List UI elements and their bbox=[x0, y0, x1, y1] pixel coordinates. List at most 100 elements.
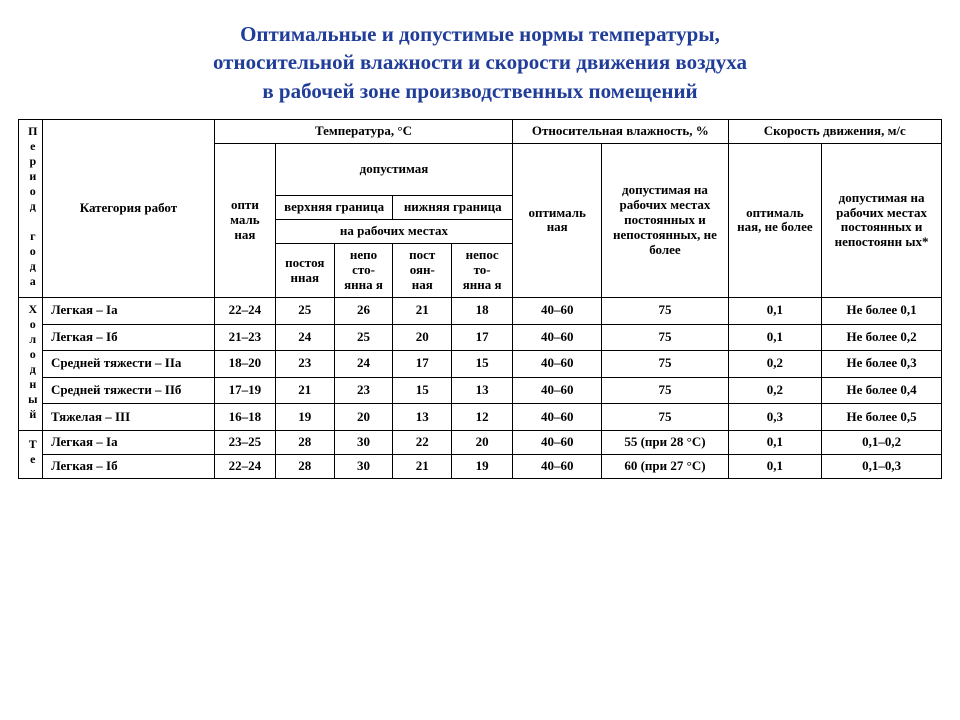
table-row: Тяжелая – III16–181920131240–60750,3Не б… bbox=[19, 404, 942, 431]
table-cell: 0,1 bbox=[728, 324, 822, 351]
table-cell: 19 bbox=[275, 404, 334, 431]
table-cell: Средней тяжести – ІІа bbox=[42, 351, 214, 378]
table-cell: Не более 0,2 bbox=[822, 324, 942, 351]
col-hum-allow: допустимая на рабочих местах постоянных … bbox=[602, 143, 728, 297]
table-cell: Легкая – Іа bbox=[42, 297, 214, 324]
table-cell: 25 bbox=[275, 297, 334, 324]
col-category: Категория работ bbox=[42, 120, 214, 298]
col-temp: Температура, °С bbox=[214, 120, 512, 144]
col-speed: Скорость движения, м/с bbox=[728, 120, 941, 144]
col-lower: нижняя граница bbox=[393, 196, 513, 220]
table-cell: 40–60 bbox=[513, 351, 602, 378]
table-cell: 13 bbox=[393, 404, 452, 431]
table-cell: 75 bbox=[602, 324, 728, 351]
col-humidity: Относительная влажность, % bbox=[513, 120, 729, 144]
table-cell: 55 (при 28 °С) bbox=[602, 430, 728, 454]
col-period: Период года bbox=[25, 124, 39, 289]
table-cell: 15 bbox=[393, 377, 452, 404]
table-cell: 40–60 bbox=[513, 454, 602, 478]
table-cell: 75 bbox=[602, 351, 728, 378]
table-cell: Легкая – Іб bbox=[42, 454, 214, 478]
table-row: Легкая – Іб22–242830211940–6060 (при 27 … bbox=[19, 454, 942, 478]
table-body: ХолодныйЛегкая – Іа22–242526211840–60750… bbox=[19, 297, 942, 478]
table-cell: 40–60 bbox=[513, 297, 602, 324]
table-cell: 0,1–0,3 bbox=[822, 454, 942, 478]
table-cell: 0,1 bbox=[728, 454, 822, 478]
col-workplace: на рабочих местах bbox=[275, 220, 512, 244]
col-const2: пост оян- ная bbox=[393, 244, 452, 298]
col-const: постоя нная bbox=[275, 244, 334, 298]
table-cell: 22–24 bbox=[214, 297, 275, 324]
table-cell: 0,3 bbox=[728, 404, 822, 431]
table-cell: 20 bbox=[393, 324, 452, 351]
table-cell: 23 bbox=[275, 351, 334, 378]
table-cell: Средней тяжести – ІІб bbox=[42, 377, 214, 404]
title-line-2: относительной влажности и скорости движе… bbox=[213, 50, 747, 74]
table-cell: 21 bbox=[275, 377, 334, 404]
table-cell: 0,2 bbox=[728, 377, 822, 404]
table-cell: 19 bbox=[452, 454, 513, 478]
table-cell: Легкая – Іа bbox=[42, 430, 214, 454]
table-cell: 13 bbox=[452, 377, 513, 404]
table-cell: 40–60 bbox=[513, 377, 602, 404]
table-head: Период года Категория работ Температура,… bbox=[19, 120, 942, 298]
table-cell: Не более 0,5 bbox=[822, 404, 942, 431]
title-line-1: Оптимальные и допустимые нормы температу… bbox=[240, 22, 720, 46]
table-cell: 21 bbox=[393, 454, 452, 478]
table-cell: 30 bbox=[334, 430, 393, 454]
table-cell: 25 bbox=[334, 324, 393, 351]
page-title: Оптимальные и допустимые нормы температу… bbox=[18, 20, 942, 105]
table-cell: 75 bbox=[602, 404, 728, 431]
table-cell: 24 bbox=[334, 351, 393, 378]
table-row: Средней тяжести – ІІа18–202324171540–607… bbox=[19, 351, 942, 378]
table-cell: 24 bbox=[275, 324, 334, 351]
table-cell: 20 bbox=[452, 430, 513, 454]
table-cell: 21–23 bbox=[214, 324, 275, 351]
table-cell: 20 bbox=[334, 404, 393, 431]
table-cell: 30 bbox=[334, 454, 393, 478]
table-cell: 0,1 bbox=[728, 430, 822, 454]
table-cell: 60 (при 27 °С) bbox=[602, 454, 728, 478]
table-cell: 22 bbox=[393, 430, 452, 454]
table-cell: 28 bbox=[275, 454, 334, 478]
table-cell: 26 bbox=[334, 297, 393, 324]
table-row: Средней тяжести – ІІб17–192123151340–607… bbox=[19, 377, 942, 404]
table-cell: 0,1 bbox=[728, 297, 822, 324]
table-cell: 12 bbox=[452, 404, 513, 431]
table-cell: 40–60 bbox=[513, 404, 602, 431]
table-cell: 28 bbox=[275, 430, 334, 454]
table-row: ТеЛегкая – Іа23–252830222040–6055 (при 2… bbox=[19, 430, 942, 454]
table-cell: 0,1–0,2 bbox=[822, 430, 942, 454]
table-cell: Не более 0,4 bbox=[822, 377, 942, 404]
col-temp-opt: опти маль ная bbox=[214, 143, 275, 297]
table-cell: 22–24 bbox=[214, 454, 275, 478]
period-cell: Те bbox=[19, 430, 43, 478]
table-cell: Легкая – Іб bbox=[42, 324, 214, 351]
table-cell: 16–18 bbox=[214, 404, 275, 431]
table-cell: 0,2 bbox=[728, 351, 822, 378]
period-cell: Холодный bbox=[19, 297, 43, 430]
table-cell: 18 bbox=[452, 297, 513, 324]
col-upper: верхняя граница bbox=[275, 196, 393, 220]
table-cell: 23–25 bbox=[214, 430, 275, 454]
col-temp-allow: допустимая bbox=[275, 143, 512, 195]
table-cell: 23 bbox=[334, 377, 393, 404]
table-cell: 75 bbox=[602, 377, 728, 404]
table-cell: 75 bbox=[602, 297, 728, 324]
table-cell: 40–60 bbox=[513, 324, 602, 351]
table-cell: 18–20 bbox=[214, 351, 275, 378]
col-hum-opt: оптималь ная bbox=[513, 143, 602, 297]
table-cell: 17 bbox=[452, 324, 513, 351]
table-cell: 15 bbox=[452, 351, 513, 378]
table-row: ХолодныйЛегкая – Іа22–242526211840–60750… bbox=[19, 297, 942, 324]
table-cell: Не более 0,3 bbox=[822, 351, 942, 378]
title-line-3: в рабочей зоне производственных помещени… bbox=[262, 79, 697, 103]
col-speed-allow: допустимая на рабочих местах постоянных … bbox=[822, 143, 942, 297]
table-cell: 17 bbox=[393, 351, 452, 378]
col-nonconst1: непо сто- янна я bbox=[334, 244, 393, 298]
norms-table: Период года Категория работ Температура,… bbox=[18, 119, 942, 479]
table-cell: 21 bbox=[393, 297, 452, 324]
table-cell: 17–19 bbox=[214, 377, 275, 404]
table-cell: Не более 0,1 bbox=[822, 297, 942, 324]
col-nonconst2: непос то- янна я bbox=[452, 244, 513, 298]
